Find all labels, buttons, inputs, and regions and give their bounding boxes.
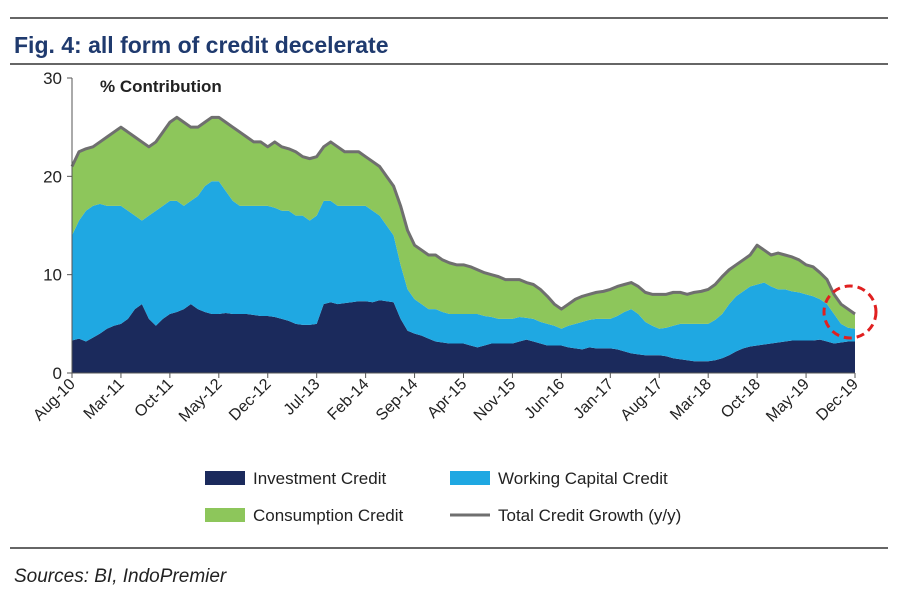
y-tick-label: 30 xyxy=(43,69,62,88)
x-tick-label: Apr-15 xyxy=(424,376,470,422)
total-line xyxy=(70,115,856,316)
chart-title: Fig. 4: all form of credit decelerate xyxy=(14,32,389,58)
x-tick-label: Sep-14 xyxy=(373,376,422,425)
source-note: Sources: BI, IndoPremier xyxy=(14,566,227,587)
x-tick-label: Mar-18 xyxy=(667,376,715,424)
area-0 xyxy=(72,300,855,373)
legend-swatch xyxy=(205,471,245,485)
x-tick-label: Oct-18 xyxy=(718,376,764,422)
legend-swatch xyxy=(205,508,245,522)
y-tick-label: 0 xyxy=(53,364,62,383)
legend: Investment Credit Working Capital Credit C… xyxy=(205,469,681,525)
x-tick-label: Aug-10 xyxy=(30,376,79,425)
x-tick-label: Aug-17 xyxy=(618,376,667,425)
x-tick-label: Oct-11 xyxy=(132,376,177,421)
y-annotation: % Contribution xyxy=(100,77,222,96)
x-tick-label: Dec-19 xyxy=(813,376,862,425)
x-tick-label: Jul-13 xyxy=(281,376,324,419)
plot-area: 0 10 20 30 Aug-10 Mar-11 Oct-11 May-12 Dec-12 Jul… xyxy=(30,69,862,426)
x-tick-label: Mar-11 xyxy=(81,376,128,423)
x-tick-label: May-12 xyxy=(176,376,226,426)
area-1 xyxy=(72,181,855,362)
legend-label: Investment Credit xyxy=(253,469,386,488)
x-tick-label: Nov-15 xyxy=(471,376,520,425)
legend-label: Working Capital Credit xyxy=(498,469,668,488)
x-tick-label: May-19 xyxy=(763,376,813,426)
legend-label: Consumption Credit xyxy=(253,506,404,525)
y-tick-label: 10 xyxy=(43,266,62,285)
x-tick-label: Jun-16 xyxy=(522,376,569,423)
x-tick-label: Dec-12 xyxy=(226,376,275,425)
highlight-circle xyxy=(822,284,878,340)
y-tick-label: 20 xyxy=(43,167,62,186)
legend-swatch xyxy=(450,471,490,485)
area-2 xyxy=(72,117,855,329)
x-tick-label: Jan-17 xyxy=(571,376,618,423)
x-tick-label: Feb-14 xyxy=(325,376,373,424)
legend-label: Total Credit Growth (y/y) xyxy=(498,506,681,525)
